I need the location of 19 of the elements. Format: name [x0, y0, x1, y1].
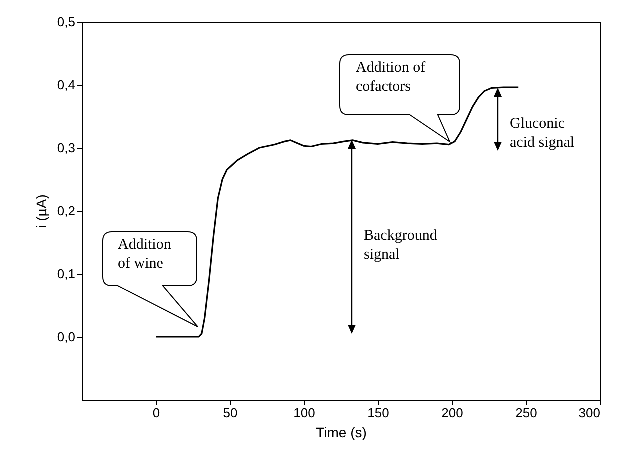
- annotation: Addition of cofactors: [356, 60, 426, 95]
- y-tick-label: 0,1: [57, 266, 76, 282]
- y-tick-label: 0,5: [57, 14, 76, 30]
- annotation: Addition of wine: [118, 237, 172, 272]
- x-tick-label: 150: [368, 406, 390, 420]
- x-tick-label: 100: [294, 406, 316, 420]
- x-tick-label: 0: [152, 406, 160, 420]
- x-tick-label: 50: [223, 406, 238, 420]
- x-tick-label: 250: [516, 406, 538, 420]
- annotation: Background signal: [364, 228, 438, 263]
- y-axis-title: i (µA): [33, 194, 50, 228]
- y-tick-label: 0,3: [57, 140, 76, 156]
- y-tick-label: 0,0: [57, 330, 76, 344]
- y-tick-label: 0,2: [57, 204, 76, 218]
- x-tick-label: 300: [578, 406, 600, 420]
- x-tick-label: 200: [442, 406, 464, 420]
- x-axis-title: Time (s): [316, 424, 367, 440]
- y-tick-label: 0,4: [57, 78, 76, 92]
- annotation: Gluconic acid signal: [510, 116, 575, 151]
